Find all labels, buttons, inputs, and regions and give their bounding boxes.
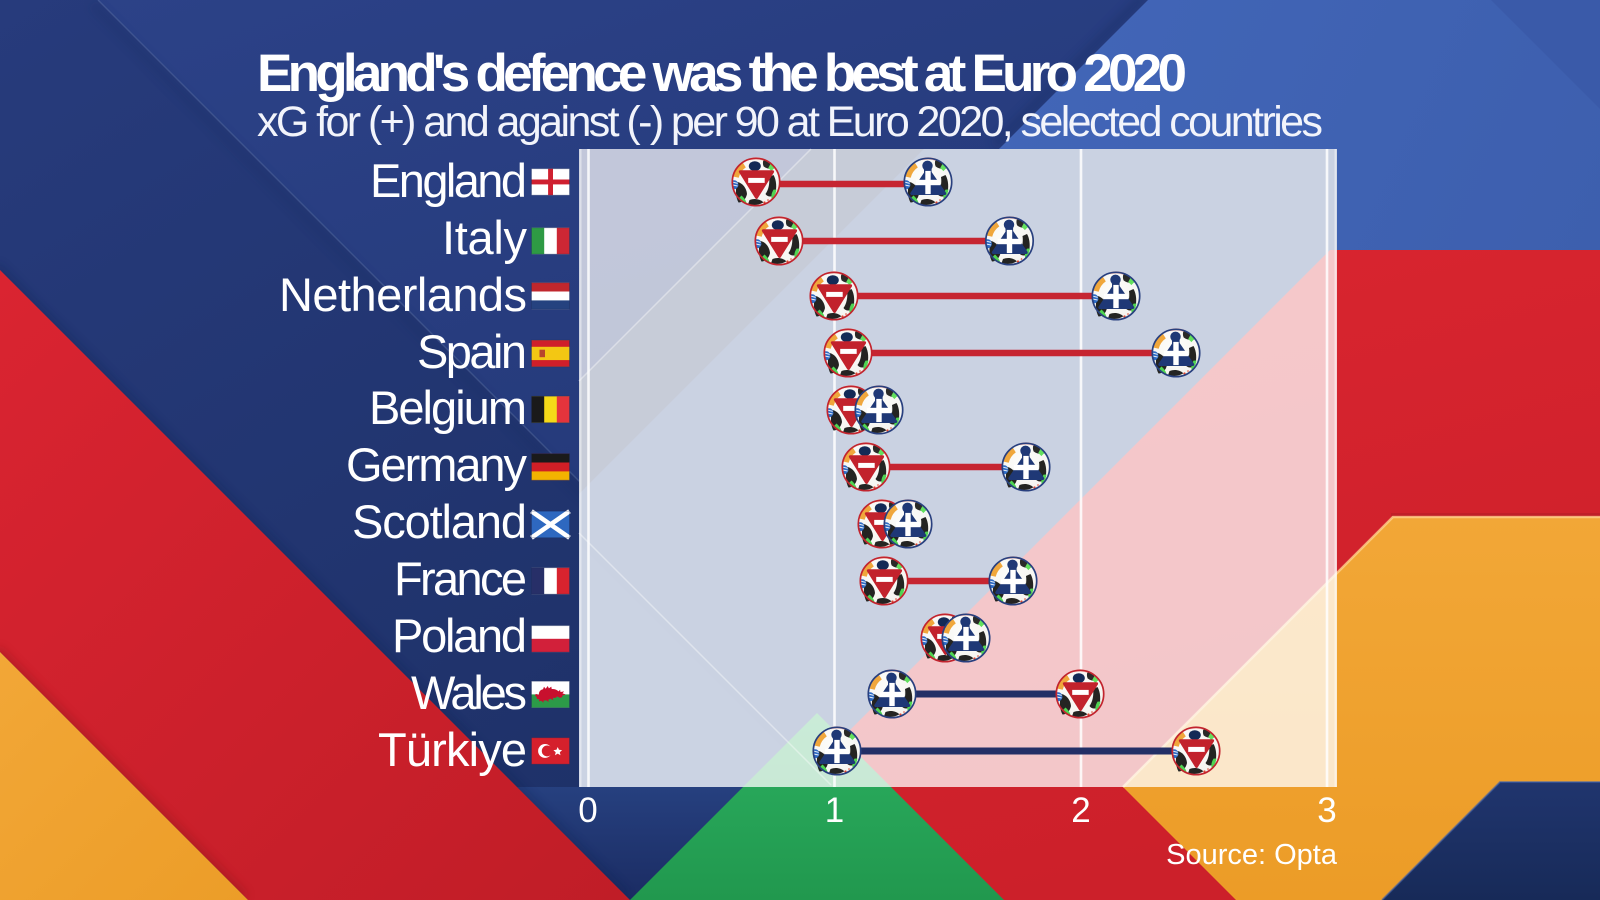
svg-text:England: England <box>370 154 527 207</box>
svg-text:England's defence was the best: England's defence was the best at Euro 2… <box>257 44 1187 103</box>
svg-text:Türkiye: Türkiye <box>378 723 527 776</box>
svg-text:0: 0 <box>578 791 597 830</box>
svg-text:xG for (+) and against (-) per: xG for (+) and against (-) per 90 at Eur… <box>257 98 1323 146</box>
svg-text:Netherlands: Netherlands <box>279 268 527 321</box>
svg-text:Wales: Wales <box>411 666 527 719</box>
svg-text:Germany: Germany <box>346 438 528 491</box>
svg-text:Poland: Poland <box>392 609 527 662</box>
svg-text:Italy: Italy <box>442 211 528 264</box>
svg-text:Source: Opta: Source: Opta <box>1166 839 1338 871</box>
svg-text:3: 3 <box>1317 791 1336 830</box>
svg-text:2: 2 <box>1071 791 1090 830</box>
svg-text:Scotland: Scotland <box>352 495 527 548</box>
svg-text:France: France <box>394 552 527 605</box>
svg-text:1: 1 <box>825 791 844 830</box>
svg-text:Spain: Spain <box>417 325 527 378</box>
svg-text:Belgium: Belgium <box>369 381 527 434</box>
